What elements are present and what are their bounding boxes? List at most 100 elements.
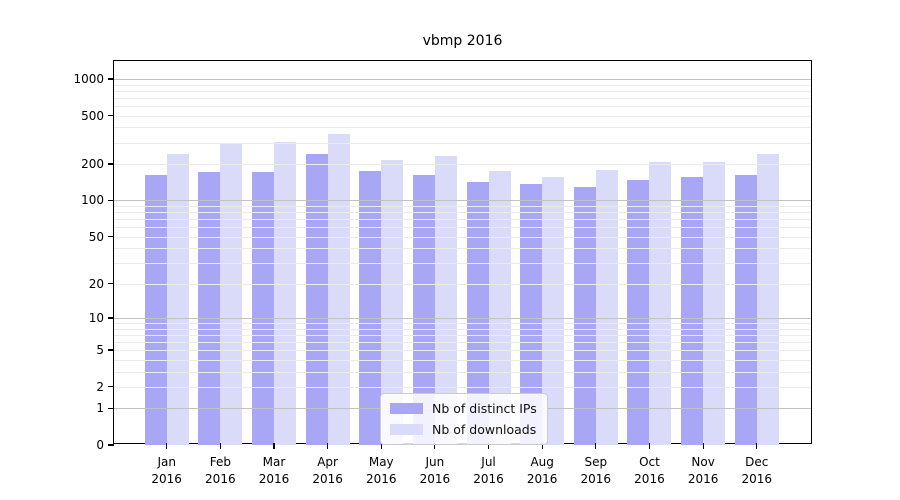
y-tick-mark-50 [108, 236, 114, 238]
bar-downloads-dec [756, 153, 779, 445]
x-tick-label-oct: Oct 2016 [634, 455, 665, 486]
gridline-major-10 [114, 317, 811, 319]
y-tick-label-1000: 1000 [73, 71, 104, 86]
legend-item-distinct-ips: Nb of distinct IPs [390, 401, 537, 416]
x-tick-label-nov: Nov 2016 [687, 455, 719, 486]
bar-distinct-ips-may [359, 171, 382, 445]
gridline-minor-7 [114, 334, 811, 336]
bar-downloads-jun [434, 155, 457, 445]
bar-distinct-ips-dec [734, 174, 757, 445]
x-tick-label-feb: Feb 2016 [205, 455, 236, 486]
bar-distinct-ips-oct [627, 179, 650, 445]
gridline-minor-50 [114, 236, 811, 238]
x-tick-mark-feb [219, 443, 221, 449]
gridline-minor-900 [114, 84, 811, 86]
y-tick-label-50: 50 [88, 229, 104, 244]
y-tick-mark-2 [108, 386, 114, 388]
bar-downloads-oct [649, 162, 672, 445]
bar-distinct-ips-sep [573, 186, 596, 445]
gridline-minor-3 [114, 371, 811, 373]
gridline-minor-30 [114, 263, 811, 265]
y-tick-label-1: 1 [96, 401, 104, 416]
bar-distinct-ips-mar [251, 171, 274, 445]
x-tick-label-jan: Jan 2016 [151, 455, 182, 486]
x-tick-label-apr: Apr 2016 [312, 455, 343, 486]
gridline-minor-200 [114, 164, 811, 166]
gridline-minor-60 [114, 227, 811, 229]
gridline-minor-20 [114, 283, 811, 285]
x-tick-label-aug: Aug 2016 [526, 455, 558, 486]
bar-distinct-ips-jul [466, 181, 489, 445]
x-tick-mark-mar [273, 443, 275, 449]
gridline-minor-9 [114, 323, 811, 324]
gridline-minor-2 [114, 386, 811, 388]
chart-title: vbmp 2016 [422, 33, 503, 49]
x-tick-mark-oct [648, 443, 651, 449]
bar-distinct-ips-jan [144, 174, 167, 445]
x-tick-mark-sep [595, 443, 597, 449]
y-tick-mark-1000 [108, 78, 114, 80]
plot-area: Nb of distinct IPs Nb of downloads Jan 20… [73, 60, 812, 486]
gridline-minor-90 [114, 206, 811, 207]
legend: Nb of distinct IPs Nb of downloads [380, 393, 548, 445]
y-tick-label-0: 0 [96, 438, 104, 452]
y-tick-label-100: 100 [81, 193, 104, 208]
bar-downloads-apr [327, 134, 350, 445]
y-tick-label-500: 500 [81, 108, 104, 123]
x-tick-label-sep: Sep 2016 [580, 455, 612, 486]
gridline-minor-70 [114, 219, 811, 221]
x-tick-mark-jun [434, 443, 436, 449]
gridline-major-1000 [114, 78, 811, 80]
y-tick-mark-100 [108, 199, 114, 202]
gridline-minor-4 [114, 359, 811, 361]
x-tick-mark-jan [166, 443, 168, 449]
bar-downloads-jan [166, 154, 189, 445]
bar-downloads-aug [542, 176, 565, 445]
y-tick-mark-1 [108, 407, 114, 409]
x-tick-label-jun: Jun 2016 [419, 455, 451, 486]
x-tick-label-jul: Jul 2016 [473, 455, 504, 486]
x-tick-mark-may [380, 443, 382, 449]
x-tick-mark-dec [756, 443, 758, 449]
bar-distinct-ips-jun [412, 174, 435, 445]
y-tick-mark-10 [108, 317, 114, 319]
gridline-major-100 [114, 200, 811, 202]
legend-label-distinct-ips: Nb of distinct IPs [432, 401, 537, 416]
y-tick-label-2: 2 [96, 379, 104, 394]
y-tick-label-200: 200 [81, 157, 104, 172]
x-tick-mark-nov [702, 443, 704, 449]
gridline-minor-6 [114, 341, 811, 343]
bar-distinct-ips-apr [305, 153, 328, 445]
bar-distinct-ips-nov [681, 177, 704, 445]
legend-item-downloads: Nb of downloads [390, 422, 537, 437]
y-tick-label-10: 10 [88, 310, 104, 325]
gridline-minor-500 [114, 115, 811, 117]
bar-downloads-sep [595, 169, 618, 445]
y-tick-mark-5 [108, 349, 114, 351]
gridline-minor-800 [114, 90, 811, 92]
gridline-minor-40 [114, 248, 811, 250]
y-tick-mark-500 [108, 115, 114, 117]
bar-downloads-feb [220, 142, 243, 445]
bar-downloads-mar [273, 141, 296, 445]
bar-downloads-jul [488, 170, 511, 445]
legend-label-downloads: Nb of downloads [432, 422, 537, 437]
bar-downloads-may [381, 159, 404, 445]
gridline-minor-600 [114, 105, 811, 107]
y-tick-mark-20 [108, 283, 114, 285]
x-tick-label-dec: Dec 2016 [741, 455, 772, 486]
x-tick-label-mar: Mar 2016 [258, 455, 290, 486]
bar-downloads-nov [703, 161, 726, 445]
gridline-minor-80 [114, 212, 811, 214]
gridline-minor-5 [114, 350, 811, 352]
bar-distinct-ips-feb [198, 171, 221, 445]
gridline-minor-8 [114, 328, 811, 330]
y-tick-mark-0 [108, 444, 114, 446]
x-tick-mark-jul [487, 443, 490, 449]
y-tick-mark-200 [108, 163, 114, 165]
x-tick-mark-apr [327, 443, 329, 449]
x-tick-label-may: May 2016 [365, 455, 397, 486]
y-tick-label-20: 20 [88, 276, 104, 291]
y-tick-label-5: 5 [96, 343, 104, 358]
